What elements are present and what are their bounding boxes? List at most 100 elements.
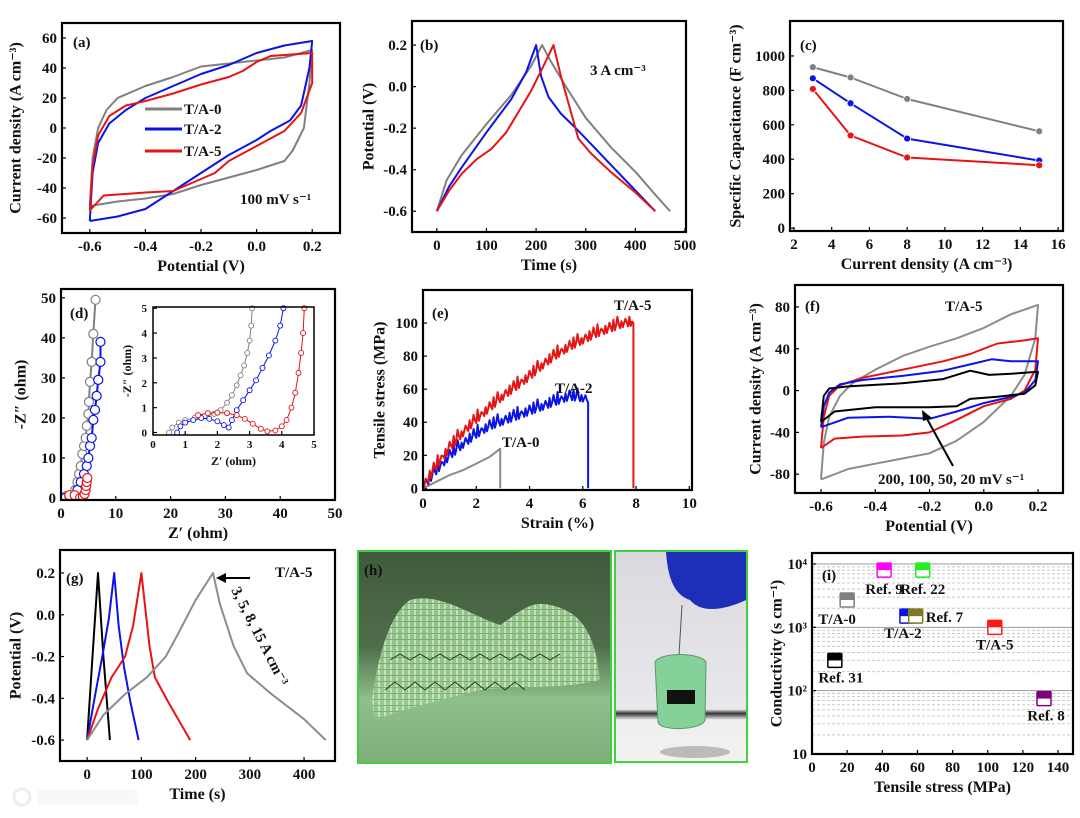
y-tick-label: 5 bbox=[142, 303, 148, 315]
y-tick-label: 10 bbox=[792, 747, 807, 763]
y-tick-label: 80 bbox=[775, 300, 790, 316]
charts: -0.6 -0.4 -0.2 0.0 0.2-60-40-200204060Potent… bbox=[8, 19, 1075, 803]
series-line-20-mv-s- bbox=[820, 369, 1039, 423]
y-tick-label: 0 bbox=[142, 428, 148, 440]
y-tick-label: 10² bbox=[788, 684, 808, 700]
data-point bbox=[224, 399, 231, 406]
x-tick-label: 120 bbox=[1012, 760, 1035, 776]
data-point bbox=[214, 418, 221, 425]
legend-item: T/A-0 bbox=[145, 102, 222, 118]
y-axis-label: Tensile stress (MPa) bbox=[372, 322, 389, 459]
data-point-ref-8 bbox=[1036, 690, 1052, 707]
data-point bbox=[93, 374, 104, 385]
x-tick-label: 100 bbox=[475, 238, 498, 254]
x-tick-label: 2 bbox=[473, 496, 481, 512]
x-axis-label: Z′ (ohm) bbox=[168, 525, 228, 542]
data-point bbox=[278, 423, 285, 430]
data-point bbox=[166, 429, 173, 435]
data-point bbox=[253, 377, 259, 384]
x-tick-label: 20 bbox=[163, 506, 178, 522]
chart-panel-b: 0 100 200 300 400 500 -0.6 -0.4 -0.2 0.0 0.2 Time (… bbox=[361, 19, 696, 274]
x-tick-label: 14 bbox=[1013, 237, 1029, 253]
x-tick-label: 300 bbox=[239, 767, 262, 783]
data-point bbox=[903, 95, 912, 103]
x-axis-label: Potential (V) bbox=[157, 258, 245, 275]
x-tick-label: 10 bbox=[937, 237, 952, 253]
series-line-t-a-0 bbox=[812, 66, 1040, 133]
series-layer bbox=[820, 303, 1039, 481]
y-tick-label: -40 bbox=[37, 181, 57, 197]
data-point-ref-22 bbox=[914, 562, 931, 578]
panel-label: (c) bbox=[800, 38, 817, 54]
data-point bbox=[224, 410, 231, 417]
series-line-t-a-0 bbox=[435, 44, 671, 212]
x-tick-label: 40 bbox=[875, 760, 890, 776]
data-point bbox=[233, 382, 240, 389]
series-layer bbox=[61, 294, 106, 500]
data-point bbox=[82, 472, 93, 484]
data-point bbox=[1035, 127, 1044, 136]
x-tick-label: 20 bbox=[840, 760, 855, 776]
series-line-100-mv-s- bbox=[820, 337, 1039, 449]
data-point bbox=[225, 424, 232, 431]
y-tick-label: 30 bbox=[41, 371, 56, 387]
car-window bbox=[667, 690, 695, 704]
y-axis-label: Conductivity (s cm⁻¹) bbox=[769, 580, 786, 727]
x-tick-label: 60 bbox=[910, 760, 925, 776]
data-point bbox=[244, 350, 251, 356]
x-tick-label: -0.4 bbox=[863, 499, 887, 515]
plot-frame bbox=[58, 548, 337, 763]
x-tick-label: 12 bbox=[975, 237, 990, 253]
annotation: T/A-5 bbox=[945, 299, 983, 315]
data-point bbox=[206, 415, 213, 422]
annotation: 100 mV s⁻¹ bbox=[240, 192, 311, 208]
y-tick-label: 10⁴ bbox=[788, 557, 808, 573]
data-point bbox=[249, 420, 256, 427]
x-axis-label: Current density (A cm⁻³) bbox=[841, 256, 1013, 273]
y-tick-label: 40 bbox=[42, 61, 57, 77]
x-tick-label: 200 bbox=[184, 767, 207, 783]
y-axis-label: Potential (V) bbox=[361, 83, 378, 171]
series-line-t-a-5 bbox=[812, 88, 1040, 167]
y-tick-label: 4 bbox=[142, 328, 148, 340]
y-tick-label: -0.4 bbox=[31, 691, 55, 707]
y-tick-label: 1000 bbox=[755, 49, 785, 65]
data-point bbox=[81, 420, 92, 432]
annotation: 3, 5, 8, 15 A cm⁻³ bbox=[227, 585, 291, 689]
x-tick-label: 140 bbox=[1047, 760, 1070, 776]
point-label: T/A-2 bbox=[884, 626, 922, 642]
y-tick-label: -0.6 bbox=[383, 204, 407, 220]
x-tick-label: -0.6 bbox=[78, 239, 102, 255]
series-layer bbox=[166, 305, 308, 435]
series-layer bbox=[86, 572, 327, 741]
point-label: T/A-0 bbox=[818, 612, 856, 628]
series-line-15-a-cm- bbox=[86, 572, 111, 741]
data-point bbox=[846, 131, 855, 140]
y-tick-label: -0.4 bbox=[383, 163, 407, 179]
x-tick-label: 30 bbox=[218, 506, 233, 522]
inset-background bbox=[153, 307, 314, 435]
data-point bbox=[1035, 161, 1044, 170]
panel-label: (d) bbox=[70, 306, 88, 322]
plot-frame bbox=[410, 19, 688, 234]
y-tick-label: 40 bbox=[41, 331, 56, 347]
y-tick-label: 3 bbox=[142, 353, 148, 365]
y-tick-label: 10 bbox=[41, 451, 56, 467]
series-layer bbox=[435, 44, 671, 212]
chart-panel-f: -0.6 -0.4 -0.2 0.0 0.2 -80 -40 0 40 80 Potential (… bbox=[748, 283, 1065, 535]
y-tick-label: 0 bbox=[778, 221, 786, 237]
x-tick-label: 0 bbox=[150, 439, 156, 451]
y-tick-label: 2 bbox=[142, 378, 148, 390]
series-line-50-mv-s- bbox=[820, 358, 1039, 429]
point-label: Ref. 31 bbox=[818, 670, 863, 686]
arrow-head bbox=[922, 410, 932, 421]
x-tick-label: 6 bbox=[866, 237, 874, 253]
y-tick-label: 0.0 bbox=[388, 80, 407, 96]
plot-frame bbox=[421, 288, 694, 492]
data-point bbox=[174, 429, 181, 435]
data-point bbox=[177, 423, 184, 430]
series-layer bbox=[423, 315, 635, 490]
y-tick-label: -0.2 bbox=[383, 121, 407, 137]
data-point bbox=[257, 425, 264, 432]
